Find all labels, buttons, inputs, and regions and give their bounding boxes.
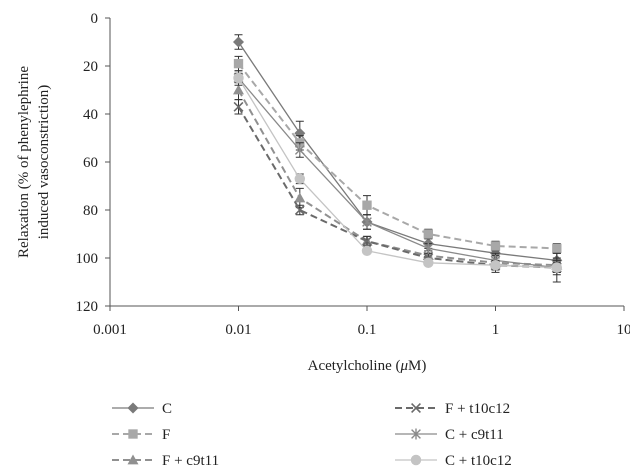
legend: CF F + c9t11 F + t10c12 C + c9t11 C + t10c12 — [112, 401, 512, 469]
y-tick-label: 100 — [76, 251, 99, 267]
data-point — [423, 242, 434, 254]
data-point — [423, 229, 433, 239]
data-point — [362, 236, 372, 247]
y-tick-label: 80 — [83, 203, 98, 219]
series-line — [237, 106, 557, 269]
y-axis-title: Relaxation (% of phenylephrine induced v… — [16, 66, 52, 258]
data-point — [362, 200, 372, 210]
legend-label: F — [162, 427, 170, 443]
legend-item: C + c9t11 — [395, 427, 504, 443]
data-point — [294, 192, 306, 203]
x-axis-title-suffix: M) — [408, 358, 426, 374]
data-point — [410, 454, 422, 466]
x-tick-label: 1 — [492, 322, 500, 338]
data-point — [294, 144, 305, 156]
data-point — [411, 428, 421, 440]
data-point — [490, 259, 501, 271]
data-point — [552, 243, 562, 254]
data-point — [127, 454, 139, 465]
y-tick-label: 40 — [83, 107, 98, 123]
axes — [109, 18, 624, 307]
legend-item: C + t10c12 — [395, 453, 512, 469]
data-point — [361, 245, 373, 257]
data-point — [233, 84, 244, 95]
series-c-t10c12 — [233, 72, 563, 273]
legend-label: C — [162, 401, 172, 417]
y-tick-label: 120 — [76, 299, 99, 315]
data-point — [411, 403, 421, 413]
legend-label: C + t10c12 — [445, 453, 512, 469]
data-point — [233, 101, 244, 112]
series-f-c9t11 — [233, 79, 563, 273]
data-point — [490, 241, 501, 251]
data-point — [551, 262, 563, 273]
legend-item: C — [112, 401, 172, 417]
x-axis-title-prefix: Acetylcholine ( — [308, 358, 401, 374]
x-tick-label: 10 — [617, 322, 630, 338]
y-tick-label: 0 — [91, 11, 99, 27]
plot-area — [233, 34, 563, 283]
data-point — [233, 72, 244, 84]
legend-label: C + c9t11 — [445, 427, 504, 443]
data-point — [127, 402, 139, 414]
x-axis-title-mu: μ — [400, 358, 409, 374]
x-tick-label: 0.1 — [358, 322, 377, 338]
data-point — [294, 205, 305, 215]
data-point — [233, 36, 244, 48]
data-point — [128, 429, 138, 439]
legend-item: F — [112, 427, 170, 443]
legend-label: F + t10c12 — [445, 401, 510, 417]
legend-item: F + c9t11 — [112, 453, 219, 469]
x-tick-label: 0.01 — [225, 322, 251, 338]
series-line — [237, 89, 557, 267]
x-tick-label: 0.001 — [93, 322, 127, 338]
series-line — [238, 77, 557, 269]
series-line — [237, 62, 557, 250]
y-tick-label: 20 — [83, 59, 98, 75]
series-f — [233, 55, 562, 254]
y-axis-title-line1: Relaxation (% of phenylephrine — [16, 66, 32, 258]
y-axis-title-line2: induced vasoconstriction) — [36, 85, 52, 240]
series-line — [237, 77, 557, 269]
x-axis-title: Acetylcholine (μM) — [308, 358, 427, 374]
series-line — [237, 41, 557, 262]
data-point — [233, 58, 244, 69]
y-tick-label: 60 — [83, 155, 98, 171]
legend-item: F + t10c12 — [395, 401, 510, 417]
legend-label: F + c9t11 — [162, 453, 219, 469]
data-point — [294, 173, 306, 185]
data-point — [362, 216, 372, 228]
data-point — [423, 257, 434, 269]
